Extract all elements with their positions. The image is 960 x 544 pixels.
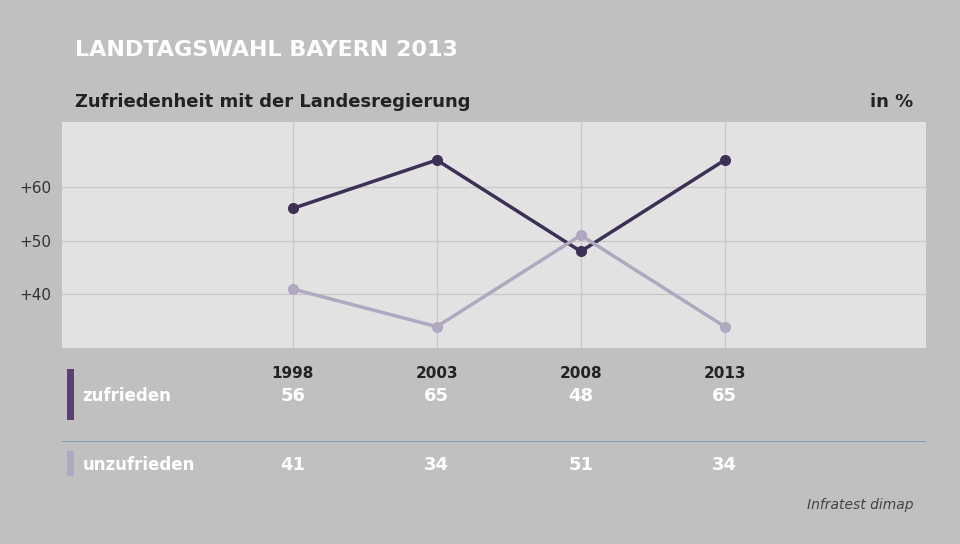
Text: 2008: 2008 <box>560 366 602 381</box>
Text: zufrieden: zufrieden <box>83 387 171 405</box>
Text: 65: 65 <box>424 387 449 405</box>
Text: Infratest dimap: Infratest dimap <box>807 498 913 512</box>
Text: 2013: 2013 <box>704 366 746 381</box>
Bar <box>66 369 74 420</box>
Text: 2003: 2003 <box>416 366 458 381</box>
Text: Zufriedenheit mit der Landesregierung: Zufriedenheit mit der Landesregierung <box>75 92 470 110</box>
Text: 48: 48 <box>568 387 593 405</box>
Text: LANDTAGSWAHL BAYERN 2013: LANDTAGSWAHL BAYERN 2013 <box>75 40 458 60</box>
Text: 51: 51 <box>568 456 593 474</box>
Bar <box>66 451 74 477</box>
Text: 1998: 1998 <box>272 366 314 381</box>
Text: unzufrieden: unzufrieden <box>83 456 195 474</box>
Text: 41: 41 <box>280 456 305 474</box>
Text: 65: 65 <box>712 387 737 405</box>
Text: in %: in % <box>870 92 913 110</box>
Text: 34: 34 <box>424 456 449 474</box>
Text: 34: 34 <box>712 456 737 474</box>
Text: 56: 56 <box>280 387 305 405</box>
